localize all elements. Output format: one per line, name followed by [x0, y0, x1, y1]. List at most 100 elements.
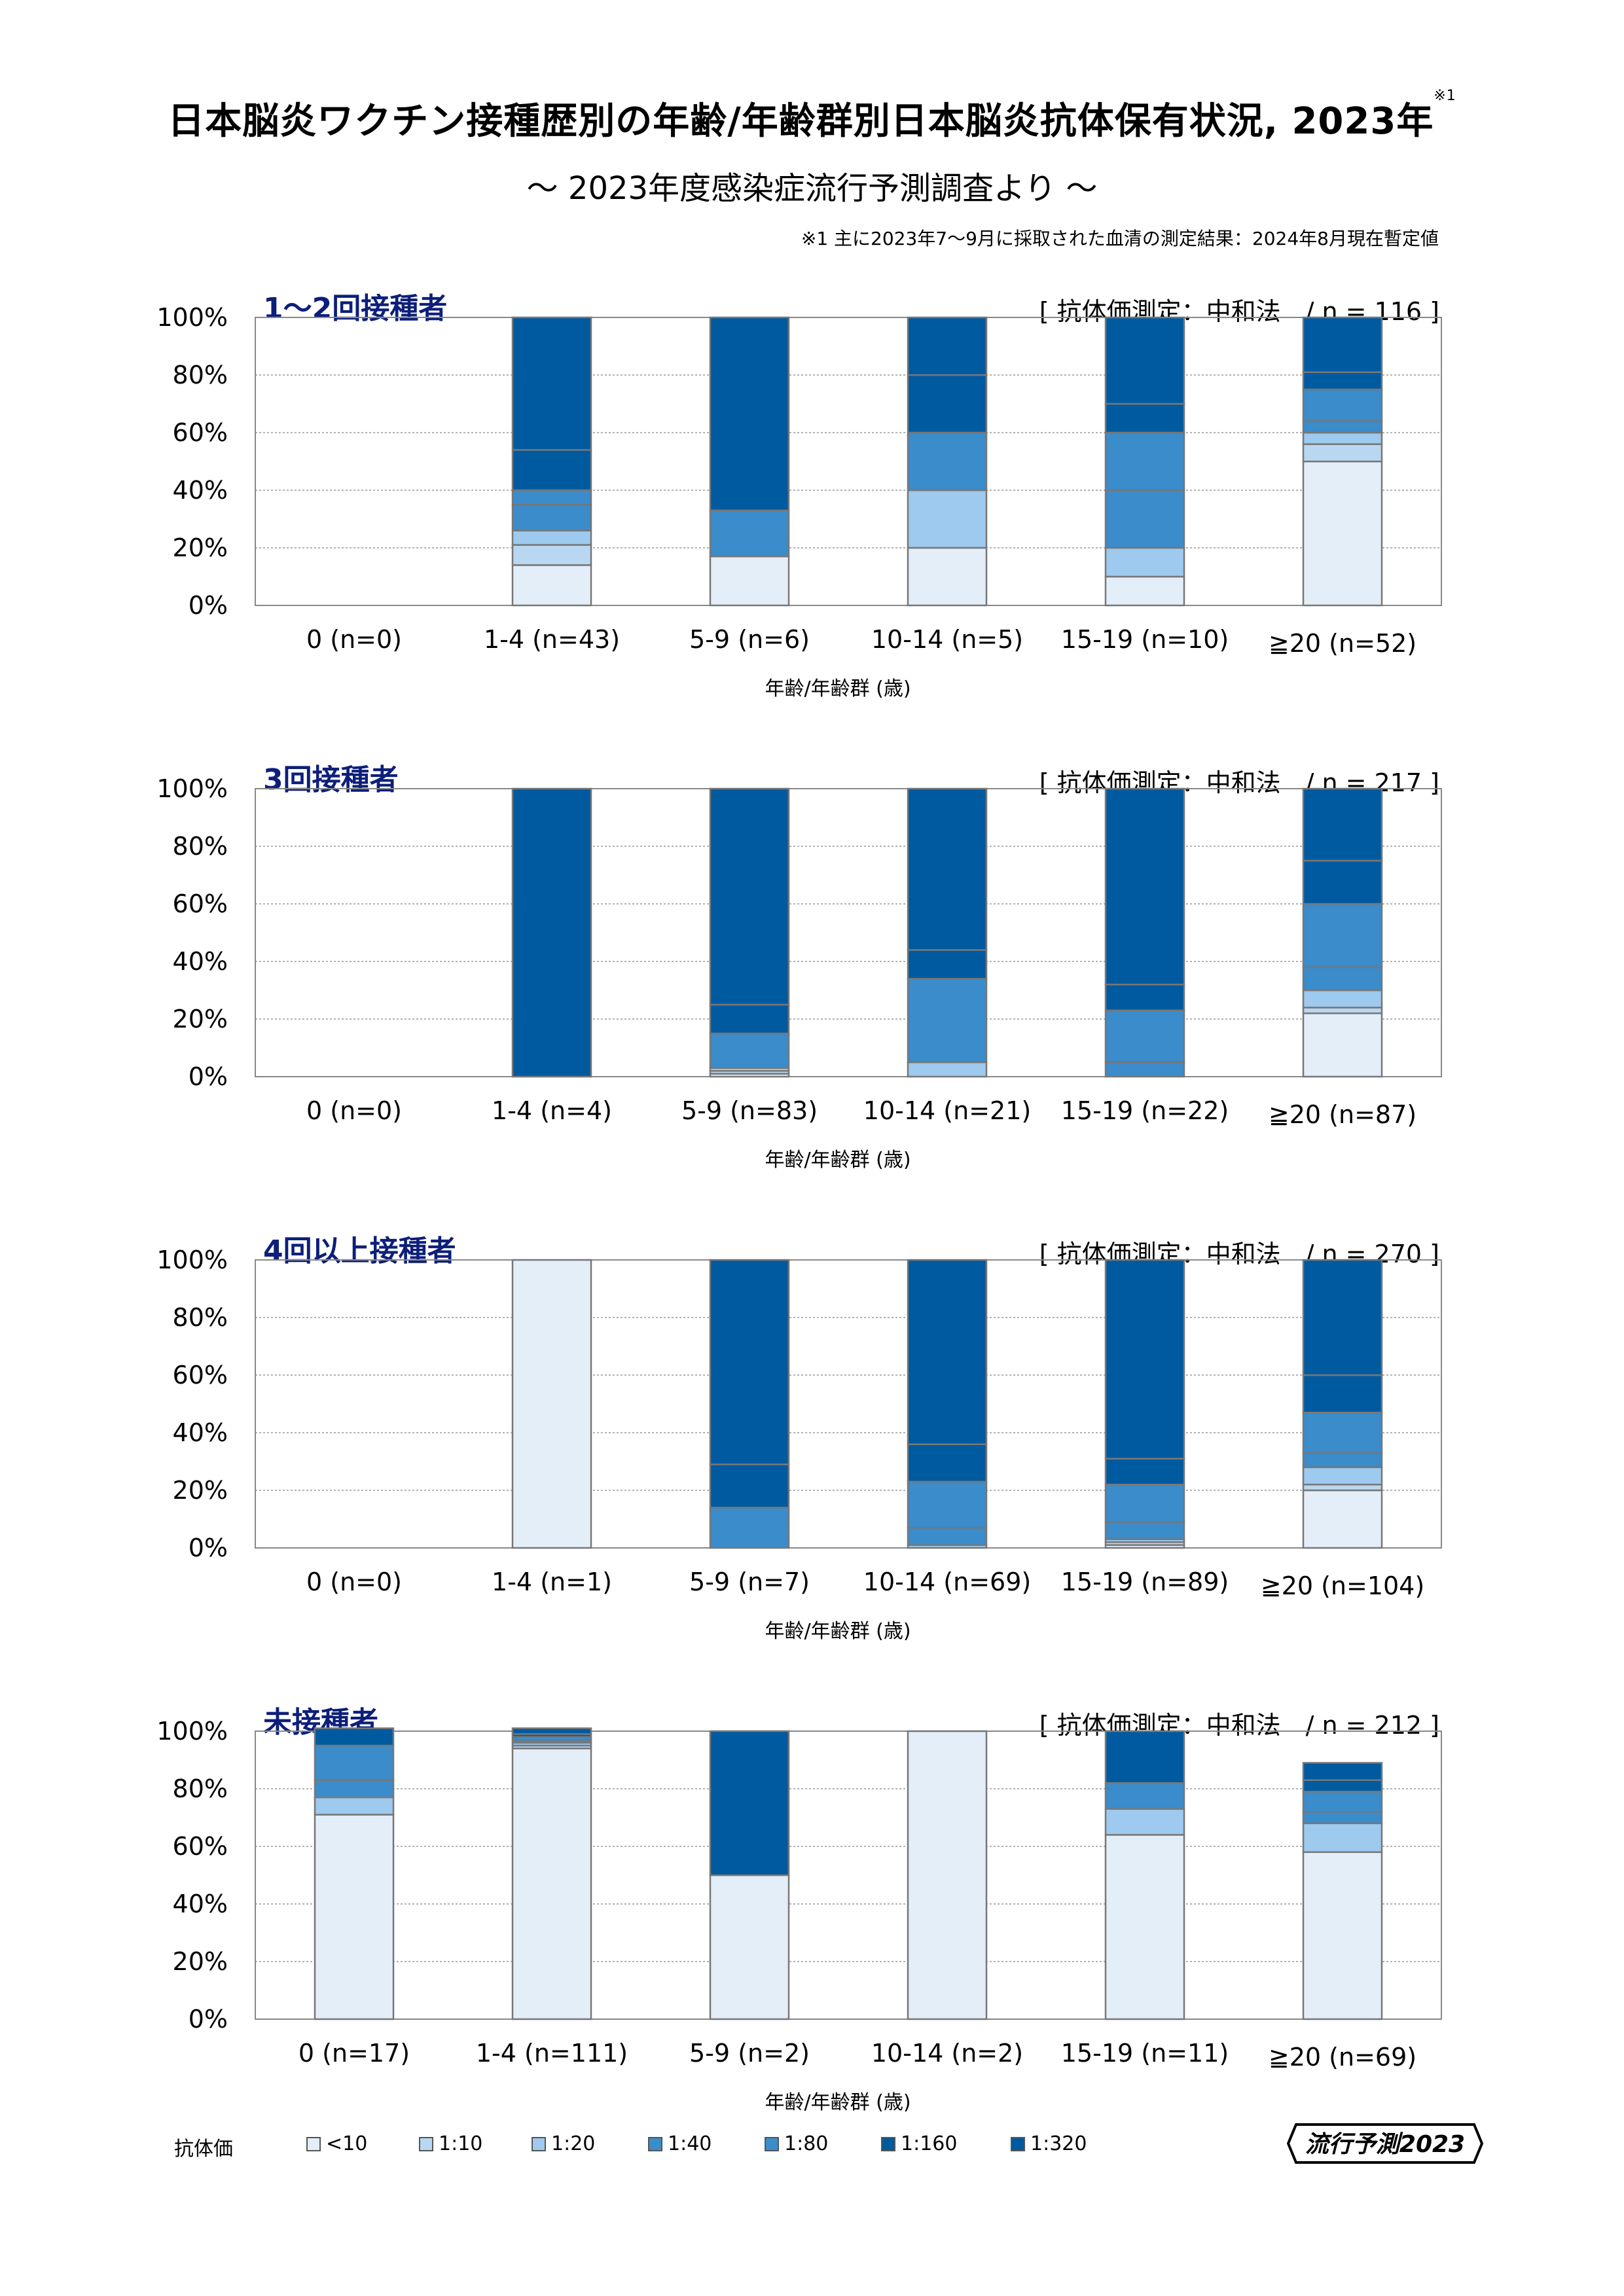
bar-segment	[1302, 1810, 1383, 1825]
bar-segment	[1302, 420, 1383, 434]
x-tick-label: 1-4 (n=4)	[492, 1096, 612, 1125]
x-axis-label: 年齢/年齢群 (歳)	[765, 1620, 911, 1643]
bar-segment	[709, 509, 790, 558]
bar-segment	[1302, 443, 1383, 463]
y-tick-label: 40%	[172, 1418, 228, 1447]
y-tick-label: 20%	[172, 533, 228, 562]
y-tick-label: 60%	[172, 1832, 228, 1861]
legend-label: 1:20	[551, 2132, 596, 2155]
y-tick-label: 0%	[188, 591, 228, 620]
y-tick-label: 100%	[156, 303, 228, 332]
y-tick-label: 40%	[172, 476, 228, 505]
legend-item: 1:80	[765, 2132, 828, 2155]
bar-segment	[907, 1480, 988, 1529]
bar-segment	[1104, 547, 1185, 578]
bar-segment	[1302, 903, 1383, 969]
y-tick-label: 0%	[188, 1062, 228, 1091]
bar-segment	[1302, 1779, 1383, 1793]
bar-segment	[314, 1744, 395, 1782]
logo: 流行予測2023	[1287, 2123, 1483, 2164]
x-tick-label: 15-19 (n=11)	[1060, 2039, 1229, 2068]
bar-segment	[1302, 431, 1383, 445]
bar-segment	[907, 431, 988, 492]
legend-swatch	[765, 2136, 779, 2151]
bar-segment	[1104, 983, 1185, 1012]
bar-segment	[314, 1796, 395, 1816]
x-tick-label: 1-4 (n=111)	[475, 2039, 628, 2068]
bar-segment	[1302, 1466, 1383, 1486]
chart-title: 1～2回接種者	[263, 292, 448, 325]
x-tick-label: ≧20 (n=87)	[1268, 1100, 1417, 1129]
bar-segment	[511, 489, 592, 506]
bar-segment	[907, 489, 988, 549]
chart-panel: 1～2回接種者[ 抗体価測定：中和法 / n = 116 ] 0% 20% 40% 60…	[0, 285, 1624, 743]
bar-segment	[907, 949, 988, 980]
title-note-mark: ※1	[1434, 88, 1456, 104]
legend-label: 1:10	[439, 2132, 483, 2155]
x-tick-label: 0 (n=0)	[306, 1096, 402, 1125]
bar-segment	[511, 1727, 592, 1735]
bar-segment	[511, 449, 592, 492]
bar-segment	[1302, 1007, 1383, 1014]
y-tick-label: 60%	[172, 1361, 228, 1390]
bar-segment	[1104, 1808, 1185, 1836]
bar-segment	[1104, 787, 1185, 986]
y-tick-label: 100%	[156, 774, 228, 803]
bar-segment	[1302, 787, 1383, 862]
bar-segment	[1104, 1061, 1185, 1078]
y-tick-label: 0%	[188, 1534, 228, 1562]
x-tick-label: 15-19 (n=22)	[1060, 1096, 1229, 1125]
x-tick-label: 15-19 (n=89)	[1060, 1568, 1229, 1596]
bar-segment	[511, 1748, 592, 2020]
legend-swatch	[306, 2136, 321, 2151]
x-tick-label: 1-4 (n=43)	[483, 625, 621, 654]
bar-segment	[1302, 460, 1383, 607]
bar-segment	[1302, 1452, 1383, 1469]
legend-label: 1:40	[668, 2132, 712, 2155]
bar-segment	[907, 316, 988, 376]
bar-segment	[1104, 1458, 1185, 1486]
bar-segment	[1302, 1259, 1383, 1376]
legend-item: 1:160	[881, 2132, 957, 2155]
y-tick-label: 20%	[172, 1005, 228, 1033]
legend-item: 1:320	[1011, 2132, 1087, 2155]
bar-segment	[907, 978, 988, 1064]
y-tick-label: 100%	[156, 1246, 228, 1274]
y-tick-label: 60%	[172, 418, 228, 447]
bar-segment	[314, 1727, 395, 1747]
bar-segment	[709, 1730, 790, 1876]
legend-label: 1:160	[901, 2132, 958, 2155]
x-tick-label: 5-9 (n=6)	[689, 625, 810, 654]
bar-segment	[1302, 316, 1383, 373]
legend-label: <10	[326, 2132, 368, 2155]
legend-label: 1:80	[784, 2132, 829, 2155]
bar-segment	[1302, 1762, 1383, 1782]
x-tick-label: ≧20 (n=104)	[1260, 1571, 1425, 1600]
bar-segment	[1104, 431, 1185, 492]
y-tick-label: 80%	[172, 361, 228, 389]
plot-area	[255, 787, 1442, 1078]
x-tick-label: 5-9 (n=7)	[689, 1568, 810, 1596]
x-tick-label: 5-9 (n=2)	[689, 2039, 810, 2068]
chart-panel: 3回接種者[ 抗体価測定：中和法 / n = 217 ] 0% 20% 40% 60% 8…	[0, 756, 1624, 1214]
bar-segment	[1104, 1009, 1185, 1064]
bar-segment	[1302, 1822, 1383, 1854]
legend-title: 抗体価	[174, 2138, 233, 2161]
bar-segment	[1302, 966, 1383, 992]
plot-frame	[255, 317, 1442, 606]
y-tick-label: 40%	[172, 947, 228, 976]
bar-segment	[314, 1779, 395, 1799]
chart-panel: 未接種者[ 抗体価測定：中和法 / n = 212 ] 0% 20% 40% 60% 80…	[0, 1698, 1624, 2157]
plot-area	[255, 316, 1442, 607]
chart-panel: 4回以上接種者[ 抗体価測定：中和法 / n = 270 ] 0% 20% 40% 60…	[0, 1227, 1624, 1685]
x-tick-label: ≧20 (n=69)	[1268, 2043, 1417, 2072]
legend-swatch	[648, 2136, 662, 2151]
bar-segment	[1302, 371, 1383, 391]
legend-swatch	[881, 2136, 895, 2151]
bar-segment	[709, 555, 790, 607]
bar-segment	[1104, 1521, 1185, 1541]
plot-frame	[255, 788, 1442, 1077]
y-tick-label: 60%	[172, 889, 228, 918]
bar-segment	[907, 1061, 988, 1078]
bar-segment	[511, 316, 592, 451]
